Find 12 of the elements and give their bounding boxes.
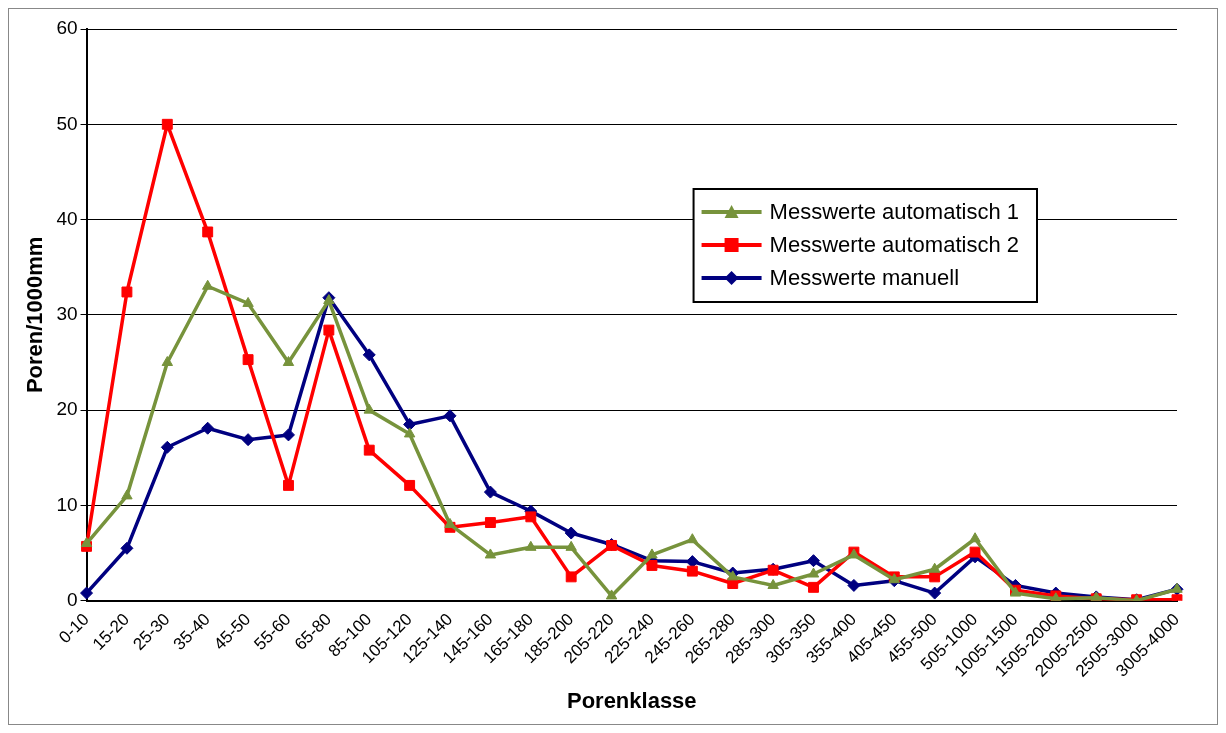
y-axis-title: Poren/1000mm <box>22 236 48 394</box>
legend-label: Messwerte automatisch 1 <box>769 199 1019 225</box>
y-tick-label: 30 <box>56 303 78 325</box>
legend-label: Messwerte automatisch 2 <box>769 232 1019 258</box>
y-tick-label: 50 <box>56 112 78 134</box>
legend-label: Messwerte manuell <box>769 265 960 291</box>
y-tick-label: 40 <box>56 207 78 229</box>
y-tick-label: 20 <box>56 398 78 420</box>
y-tick-label: 10 <box>56 493 78 515</box>
y-tick-label: 0 <box>66 588 78 610</box>
y-tick-label: 60 <box>56 17 78 39</box>
x-axis-title: Porenklasse <box>566 687 697 713</box>
